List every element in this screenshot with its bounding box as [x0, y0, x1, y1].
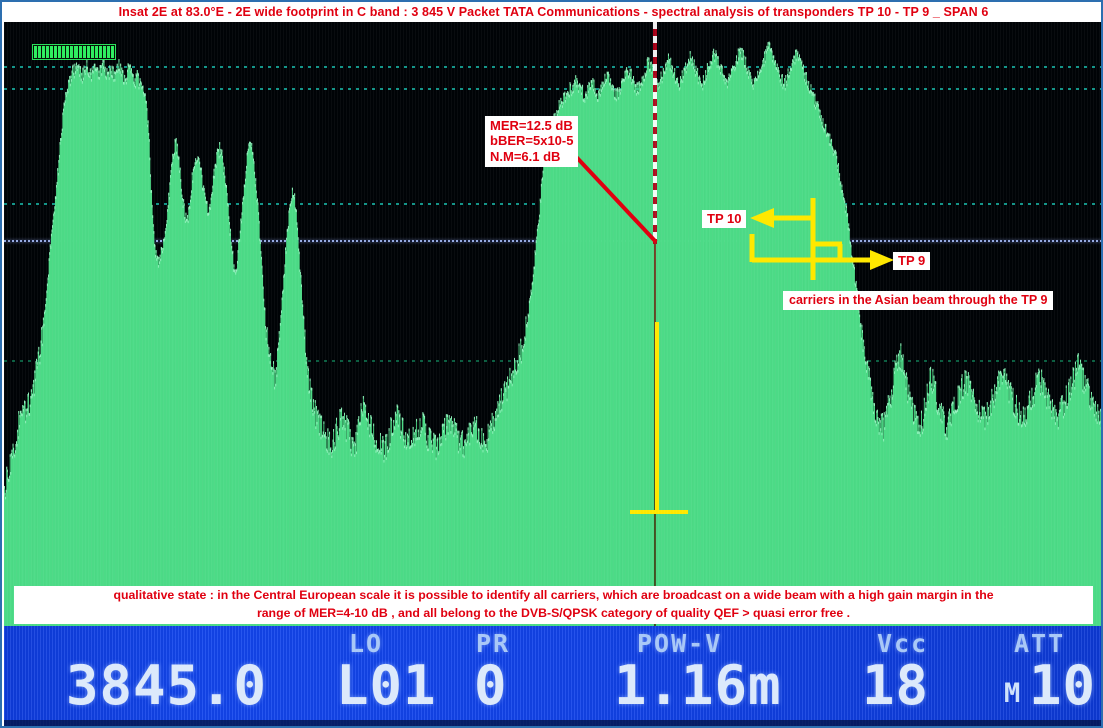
att-value[interactable]: 10	[1029, 654, 1097, 717]
asian-beam-label: carriers in the Asian beam through the T…	[783, 291, 1054, 310]
gridline-top-1	[4, 66, 1101, 68]
att-prefix: M	[1004, 678, 1021, 709]
pow-value: 1.16m	[614, 654, 782, 717]
tp-bracket-arrows	[749, 198, 894, 280]
bber-value: bBER=5x10-5	[490, 133, 574, 149]
yellow-marker-vertical	[655, 322, 659, 514]
spectrum-trace	[4, 22, 1101, 626]
spectrum-trace-svg	[4, 41, 1101, 626]
mer-value: MER=12.5 dB	[490, 118, 573, 133]
tp10-label: TP 10	[702, 210, 747, 228]
pr-value[interactable]: 0	[474, 654, 508, 717]
gridline-top-2	[4, 88, 1101, 90]
spectrum-display	[4, 22, 1101, 626]
caption-line-1: qualitative state : in the Central Europ…	[113, 588, 994, 603]
noise-margin-value: N.M=6.1 dB	[490, 148, 561, 164]
pr-label: PR	[476, 629, 511, 658]
mer-leader-line	[564, 144, 658, 244]
pow-label: POW-V	[637, 629, 723, 658]
lo-value[interactable]: L01	[336, 654, 437, 717]
frequency-value[interactable]: 3845.0	[66, 654, 268, 717]
lcd-bezel-shadow	[4, 720, 1101, 726]
signal-strength-bargraph	[32, 44, 116, 60]
lo-label: LO	[349, 629, 384, 658]
receiver-status-bar: LO PR POW-V Vcc ATT 3845.0 L01 0 1.16m 1…	[4, 626, 1101, 726]
vcc-label: Vcc	[877, 629, 929, 658]
vcc-value: 18	[862, 654, 930, 717]
tp9-label: TP 9	[893, 252, 931, 270]
title-bar: Insat 2E at 83.0°E - 2E wide footprint i…	[2, 2, 1101, 22]
mer-measurement-box: MER=12.5 dB bBER=5x10-5 N.M=6.1 dB	[485, 116, 579, 167]
yellow-marker-tick	[630, 510, 688, 514]
att-label: ATT	[1014, 629, 1066, 658]
qualitative-state-caption: qualitative state : in the Central Europ…	[14, 586, 1093, 624]
page-title: Insat 2E at 83.0°E - 2E wide footprint i…	[118, 5, 989, 19]
center-frequency-cursor	[653, 22, 657, 244]
caption-line-2: range of MER=4-10 dB , and all belong to…	[256, 606, 851, 620]
